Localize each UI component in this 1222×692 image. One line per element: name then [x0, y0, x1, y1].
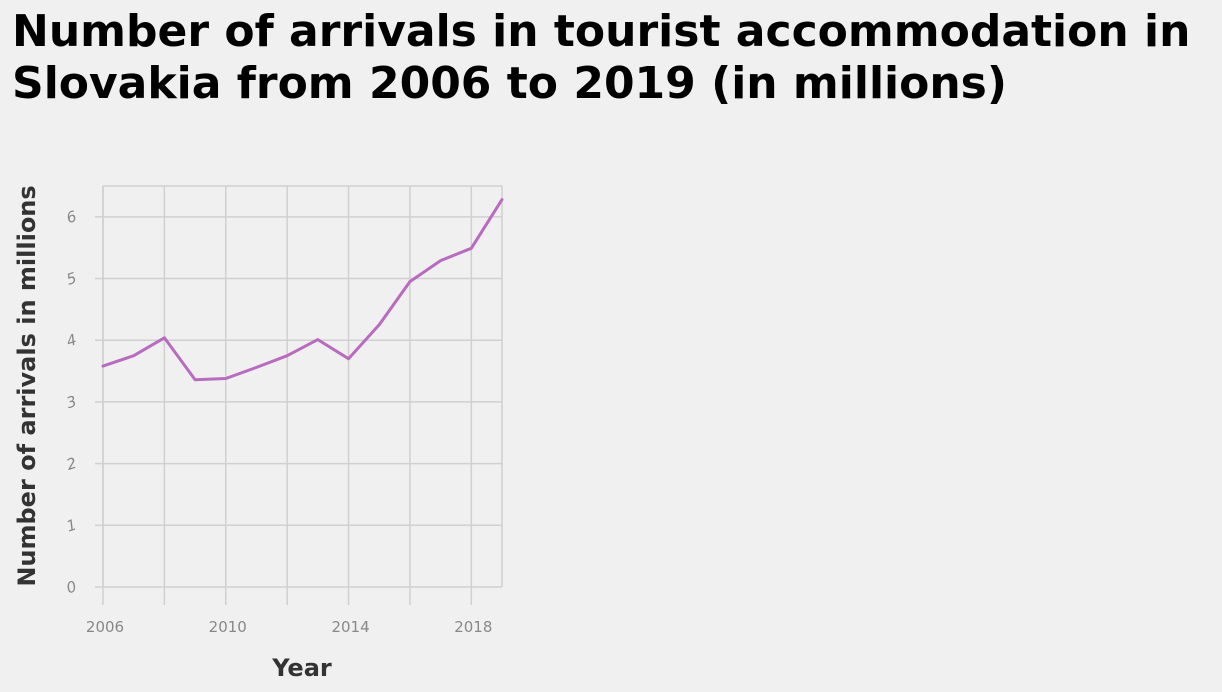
- axes: 0 1 2 3 4 5 6 2006 2010 2014 2018: [64, 207, 492, 636]
- chart-title: Number of arrivals in tourist accommodat…: [12, 6, 1191, 109]
- y-tick-label: 5: [64, 269, 79, 289]
- x-axis-title: Year: [271, 654, 332, 682]
- series: [101, 198, 504, 382]
- grid: [102, 185, 503, 588]
- y-tick-label: 2: [64, 454, 79, 474]
- y-tick-label: 4: [64, 330, 79, 350]
- x-tick-label: 2006: [86, 618, 124, 636]
- y-tick-label: 1: [64, 516, 79, 536]
- y-tick-label: 0: [64, 577, 79, 597]
- y-axis-title: Number of arrivals in millions: [13, 185, 41, 586]
- x-tick-label: 2014: [331, 618, 369, 636]
- series-line: [101, 198, 504, 382]
- y-tick-label: 6: [64, 207, 79, 227]
- y-tick-label: 3: [64, 392, 79, 412]
- x-tick-label: 2010: [209, 618, 247, 636]
- x-tick-label: 2018: [454, 618, 492, 636]
